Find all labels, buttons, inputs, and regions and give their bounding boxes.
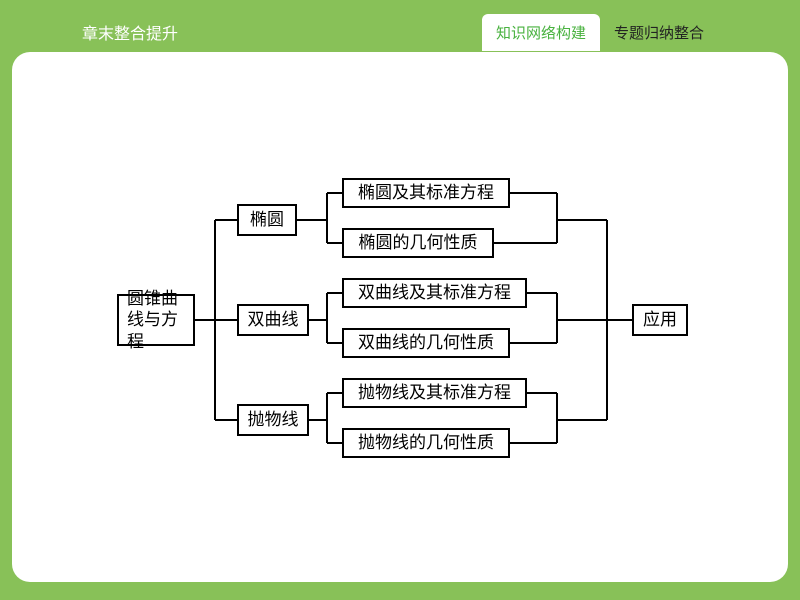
content-panel: 圆锥曲线与方程 椭圆 双曲线 抛物线 椭圆及其标准方程 椭圆的几何性质 双曲线及… [12, 52, 788, 582]
node-ellipse: 椭圆 [237, 204, 297, 236]
tabs: 知识网络构建 专题归纳整合 [482, 14, 718, 51]
tab-knowledge-network[interactable]: 知识网络构建 [482, 14, 600, 51]
node-ellipse-prop: 椭圆的几何性质 [342, 228, 494, 258]
connectors [117, 170, 697, 470]
node-hyperbola-eq: 双曲线及其标准方程 [342, 278, 527, 308]
node-application: 应用 [632, 304, 688, 336]
node-parabola-prop: 抛物线的几何性质 [342, 428, 510, 458]
node-ellipse-eq: 椭圆及其标准方程 [342, 178, 510, 208]
node-root: 圆锥曲线与方程 [117, 294, 195, 346]
node-hyperbola-prop: 双曲线的几何性质 [342, 328, 510, 358]
header: 章末整合提升 知识网络构建 专题归纳整合 [12, 12, 788, 52]
tree-diagram: 圆锥曲线与方程 椭圆 双曲线 抛物线 椭圆及其标准方程 椭圆的几何性质 双曲线及… [117, 170, 697, 470]
node-parabola-eq: 抛物线及其标准方程 [342, 378, 527, 408]
outer-frame: 章末整合提升 知识网络构建 专题归纳整合 圆锥曲线与方程 椭圆 双曲线 抛物线 … [0, 0, 800, 600]
tab-topic-summary[interactable]: 专题归纳整合 [600, 14, 718, 51]
node-parabola: 抛物线 [237, 404, 309, 436]
page-title: 章末整合提升 [82, 20, 482, 44]
node-hyperbola: 双曲线 [237, 304, 309, 336]
